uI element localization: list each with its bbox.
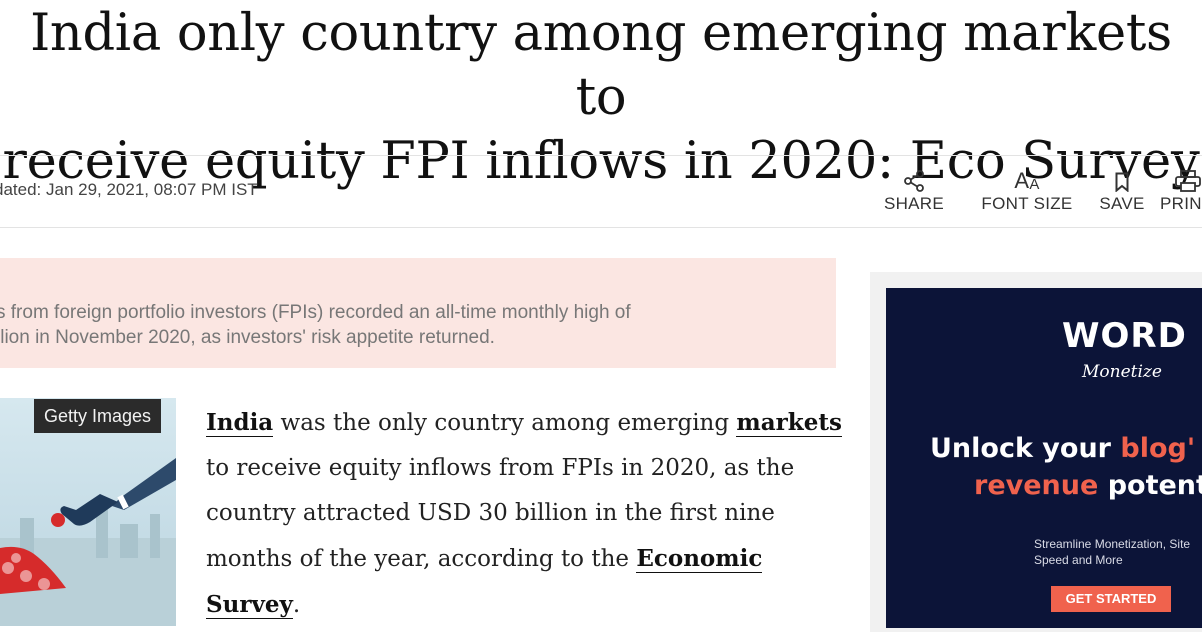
- link-economic-survey[interactable]: Economic Survey: [206, 545, 763, 619]
- synopsis-box: s from foreign portfolio investors (FPIs…: [0, 258, 836, 368]
- share-button[interactable]: SHARE: [880, 166, 948, 214]
- headline-line-1: India only country among emerging market…: [30, 4, 1172, 127]
- headline-line-2: receive equity FPI inflows in 2020: Eco …: [2, 132, 1200, 191]
- divider-toolbar: [0, 227, 1202, 228]
- font-size-label: FONT SIZE: [981, 194, 1073, 213]
- advertisement[interactable]: WORD Monetize Unlock your blog' revenue …: [886, 288, 1202, 628]
- divider-top: [0, 155, 1202, 156]
- article-headline: India only country among emerging market…: [0, 0, 1202, 194]
- ad-get-started-button[interactable]: GET STARTED: [1051, 586, 1171, 612]
- ad-headline-accent-1: blog': [1120, 433, 1196, 464]
- bookmark-icon: [1097, 166, 1147, 192]
- article-body: India was the only country among emergin…: [206, 400, 846, 628]
- ad-subtext: Streamline Monetization, Site Speed and …: [1034, 537, 1191, 567]
- article-illustration: [0, 458, 176, 626]
- share-label: SHARE: [883, 194, 945, 213]
- body-text-2: to receive equity inflows from FPIs in 2…: [206, 455, 795, 572]
- image-credit: Getty Images: [34, 399, 162, 433]
- ad-headline-line-2: potent: [1098, 470, 1202, 501]
- link-markets[interactable]: markets: [736, 409, 842, 437]
- save-button[interactable]: SAVE: [1097, 166, 1147, 214]
- updated-timestamp: dated: Jan 29, 2021, 08:07 PM IST: [0, 180, 258, 199]
- ad-logo-tagline: Monetize: [1082, 362, 1162, 382]
- ad-headline-line-1: Unlock your: [930, 433, 1121, 464]
- synopsis-text: s from foreign portfolio investors (FPIs…: [0, 300, 836, 350]
- ad-headline-accent-2: revenue: [974, 470, 1099, 501]
- ad-headline: Unlock your blog' revenue potent: [930, 430, 1202, 504]
- save-label: SAVE: [1099, 194, 1145, 213]
- body-text-3: .: [292, 592, 301, 618]
- printer-icon: [1160, 166, 1202, 192]
- print-label: PRIN: [1160, 194, 1202, 213]
- share-icon: [880, 166, 948, 192]
- synopsis-line-1: s from foreign portfolio investors (FPIs…: [0, 302, 631, 323]
- article-image[interactable]: [0, 398, 176, 626]
- body-text-1: was the only country among emerging: [273, 410, 737, 436]
- synopsis-line-2: llion in November 2020, as investors' ri…: [0, 327, 495, 348]
- link-india[interactable]: India: [206, 409, 274, 437]
- print-button[interactable]: PRIN: [1160, 166, 1202, 214]
- ad-logo: WORD: [1062, 316, 1187, 356]
